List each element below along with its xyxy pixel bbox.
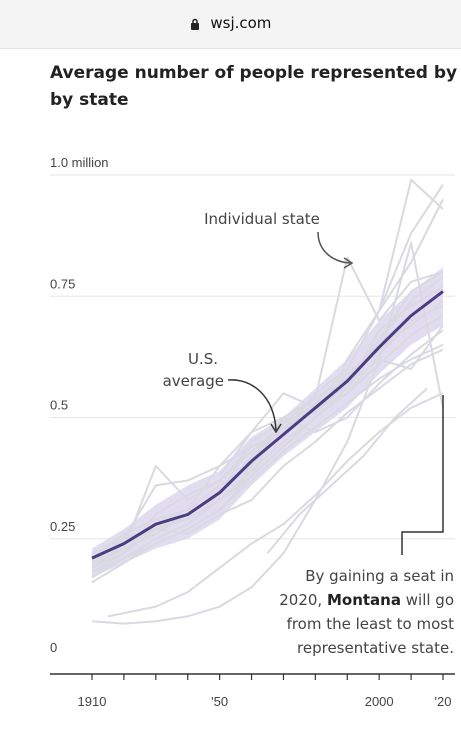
montana-note-line2-pre: 2020, [279, 591, 327, 609]
state-line [218, 300, 444, 477]
y-tick-label: 0.75 [50, 276, 75, 291]
state-line [266, 387, 428, 554]
montana-note-line2-bold: Montana [327, 591, 401, 609]
montana-note-line4: representative state. [297, 639, 454, 657]
us-average-arrow [227, 379, 277, 431]
y-tick-label: 1.0 million [50, 155, 109, 170]
lock-icon [190, 18, 199, 30]
browser-url: wsj.com [210, 14, 272, 32]
x-tick-label: 2000 [365, 694, 394, 709]
montana-note-line2: 2020, Montana will go [279, 591, 454, 609]
individual-state-label: Individual state [204, 210, 320, 228]
x-tick-label: '50 [211, 694, 228, 709]
chart-title: Average number of people represented by … [50, 60, 461, 114]
x-tick-label: 1910 [78, 694, 107, 709]
state-line [91, 178, 444, 559]
us-average-label-line2: average [163, 372, 224, 390]
x-axis: 1910 '50 2000 '20 [50, 673, 455, 709]
chart-title-line1: Average number of people represented by … [50, 63, 461, 83]
montana-note-line3: from the least to most [287, 615, 455, 633]
us-average-line [91, 290, 444, 560]
browser-url-bar[interactable]: wsj.com [0, 0, 461, 49]
y-tick-labels: 1.0 million 0.75 0.5 0.25 0 [50, 155, 109, 655]
state-line [91, 348, 444, 560]
y-tick-label: 0 [50, 640, 57, 655]
chart-title-line2: by state [50, 90, 129, 110]
montana-callout-line [401, 395, 444, 555]
individual-state-arrowhead [343, 257, 354, 269]
y-tick-label: 0.25 [50, 519, 75, 534]
montana-note-line1: By gaining a seat in [305, 567, 454, 585]
state-line [91, 285, 444, 569]
state-line [234, 184, 444, 491]
individual-state-arrow [317, 231, 351, 264]
x-tick-label: '20 [435, 694, 452, 709]
us-average-arrowhead [270, 423, 282, 434]
chart: 1.0 million 0.75 0.5 0.25 0 1910 '50 2000 '20 I… [50, 155, 455, 709]
state-line [91, 343, 444, 584]
state-line [91, 198, 444, 574]
y-tick-label: 0.5 [50, 398, 68, 413]
montana-note-line2-post: will go [401, 591, 454, 609]
state-line [91, 256, 444, 564]
us-average-label-line1: U.S. [188, 350, 218, 368]
state-line [91, 324, 444, 564]
